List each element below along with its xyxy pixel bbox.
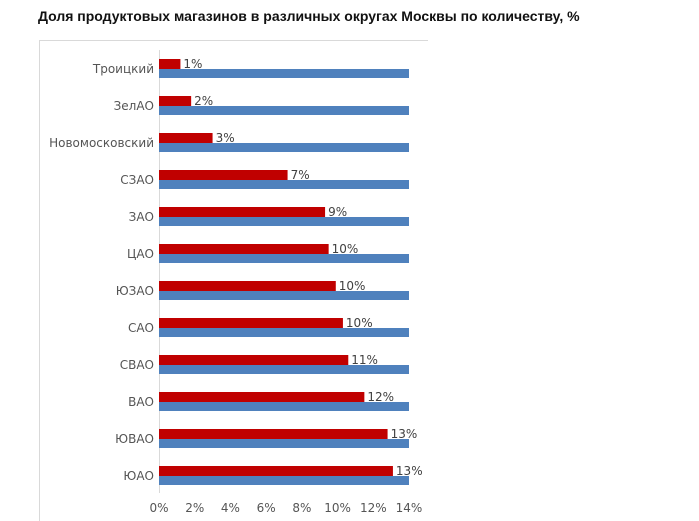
x-tick-label: 6% <box>257 501 276 515</box>
bar-blue <box>159 217 409 226</box>
bar-blue <box>159 439 409 448</box>
category-label: СВАО <box>120 358 154 372</box>
bar-blue <box>159 328 409 337</box>
bar-red <box>159 133 213 143</box>
category-label: ЗелАО <box>114 99 154 113</box>
bar-red <box>159 170 288 180</box>
category-label: ЮАО <box>123 469 154 483</box>
data-label: 1% <box>183 57 202 71</box>
bar-red <box>159 466 393 476</box>
bar-red <box>159 429 388 439</box>
data-label: 2% <box>194 94 213 108</box>
data-label: 11% <box>351 353 378 367</box>
x-tick-label: 4% <box>221 501 240 515</box>
category-label: ВАО <box>128 395 154 409</box>
bar-blue <box>159 143 409 152</box>
bar-blue <box>159 69 409 78</box>
bar-blue <box>159 291 409 300</box>
category-label: ЮЗАО <box>116 284 154 298</box>
x-tick-label: 10% <box>324 501 351 515</box>
bar-red <box>159 355 349 365</box>
bar-blue <box>159 180 409 189</box>
data-label: 9% <box>328 205 347 219</box>
bar-red <box>159 96 192 106</box>
x-tick-label: 14% <box>396 501 423 515</box>
category-label: Троицкий <box>92 62 154 76</box>
data-label: 10% <box>346 316 373 330</box>
bar-blue <box>159 476 409 485</box>
bar-red <box>159 281 336 291</box>
category-label: САО <box>128 321 154 335</box>
category-label: СЗАО <box>120 173 154 187</box>
data-label: 10% <box>332 242 359 256</box>
bar-red <box>159 59 181 69</box>
data-label: 3% <box>216 131 235 145</box>
bar-blue <box>159 402 409 411</box>
x-tick-label: 0% <box>149 501 168 515</box>
data-label: 12% <box>367 390 394 404</box>
x-tick-label: 8% <box>292 501 311 515</box>
bar-red <box>159 207 326 217</box>
category-label: ЦАО <box>127 247 154 261</box>
chart-title: Доля продуктовых магазинов в различных о… <box>38 8 580 24</box>
bar-red <box>159 392 365 402</box>
data-label: 13% <box>396 464 423 478</box>
bar-red <box>159 318 343 328</box>
bar-blue <box>159 254 409 263</box>
x-tick-label: 2% <box>185 501 204 515</box>
category-label: ЗАО <box>129 210 154 224</box>
bar-red <box>159 244 329 254</box>
category-label: ЮВАО <box>115 432 154 446</box>
bar-blue <box>159 365 409 374</box>
category-label: Новомосковский <box>49 136 154 150</box>
data-label: 7% <box>291 168 310 182</box>
bar-blue <box>159 106 409 115</box>
data-label: 13% <box>391 427 418 441</box>
data-label: 10% <box>339 279 366 293</box>
x-tick-label: 12% <box>360 501 387 515</box>
